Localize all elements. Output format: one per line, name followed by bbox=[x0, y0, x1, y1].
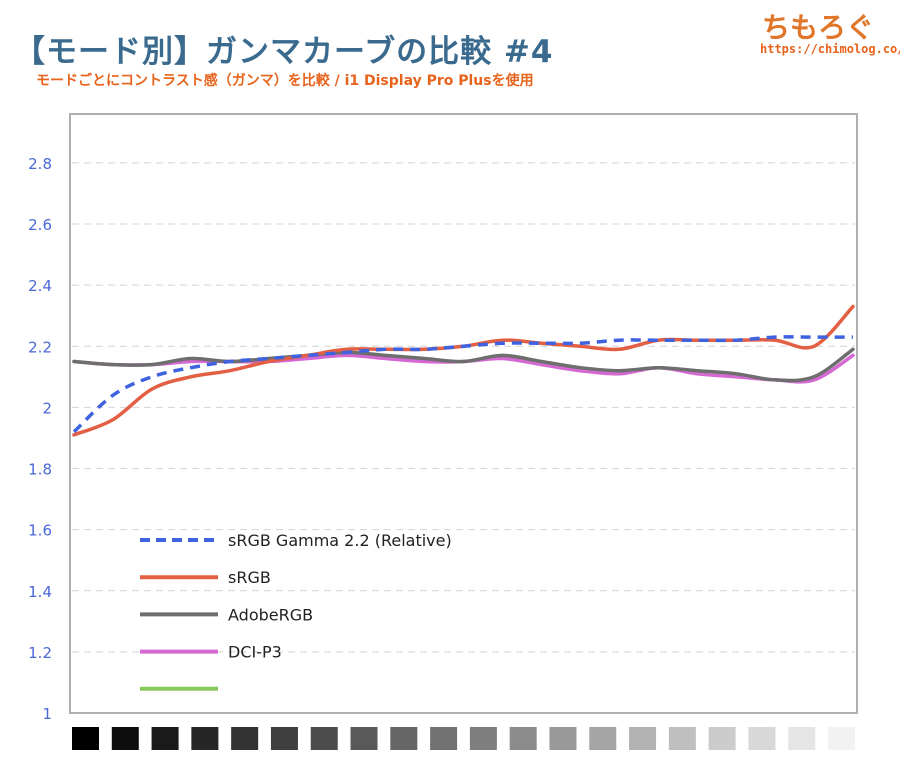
y-tick-label: 1.2 bbox=[28, 644, 52, 662]
x-axis-gray-swatch bbox=[708, 727, 736, 750]
x-axis-gray-swatch bbox=[111, 727, 139, 750]
x-axis-gray-swatch bbox=[310, 727, 338, 750]
x-axis-gray-swatch bbox=[668, 727, 696, 750]
x-axis-gray-swatch bbox=[788, 727, 816, 750]
series-line-adobergb bbox=[72, 347, 855, 383]
x-axis-gray-swatch bbox=[390, 727, 418, 750]
y-tick-label: 1 bbox=[42, 705, 52, 723]
chart-subtitle: モードごとにコントラスト感（ガンマ）を比較 / i1 Display Pro P… bbox=[36, 73, 534, 89]
legend-label-srgb-gamma-2-2-relative: sRGB Gamma 2.2 (Relative) bbox=[228, 531, 452, 550]
x-axis-gray-swatch bbox=[509, 727, 537, 750]
y-tick-label: 2.6 bbox=[28, 216, 52, 234]
x-axis-gray-swatch bbox=[72, 727, 99, 750]
x-axis-gray-swatch bbox=[828, 727, 855, 750]
x-axis-gray-swatch bbox=[231, 727, 259, 750]
legend-label-dci-p3: DCI-P3 bbox=[228, 643, 282, 662]
x-axis-gray-swatch bbox=[748, 727, 776, 750]
series-line-srgb-gamma-2-2-relative bbox=[72, 335, 853, 434]
legend-label-adobergb: AdobeRGB bbox=[228, 605, 313, 624]
x-axis-gray-swatch bbox=[549, 727, 577, 750]
x-axis-gray-swatch bbox=[430, 727, 458, 750]
y-tick-label: 2 bbox=[42, 399, 52, 417]
y-tick-label: 2.8 bbox=[28, 155, 52, 173]
y-tick-label: 1.8 bbox=[28, 461, 52, 479]
plot-area bbox=[69, 113, 858, 714]
x-axis-gray-swatch bbox=[469, 727, 497, 750]
x-axis-gray-swatch bbox=[629, 727, 657, 750]
y-tick-label: 2.2 bbox=[28, 338, 52, 356]
y-tick-label: 1.6 bbox=[28, 522, 52, 540]
x-axis-gray-swatch bbox=[151, 727, 179, 750]
legend-label-srgb: sRGB bbox=[228, 568, 271, 587]
chart-title: 【モード別】ガンマカーブの比較 #4 bbox=[14, 34, 554, 70]
x-axis-gray-swatch bbox=[191, 727, 219, 750]
y-tick-label: 1.4 bbox=[28, 583, 52, 601]
x-axis-gray-swatch bbox=[589, 727, 617, 750]
x-axis-gray-swatch bbox=[350, 727, 378, 750]
brand-url: https://chimolog.co/ bbox=[760, 42, 900, 56]
brand-logo: ちもろぐ bbox=[762, 11, 875, 44]
y-tick-label: 2.4 bbox=[28, 277, 52, 295]
x-axis-gray-swatch bbox=[270, 727, 298, 750]
